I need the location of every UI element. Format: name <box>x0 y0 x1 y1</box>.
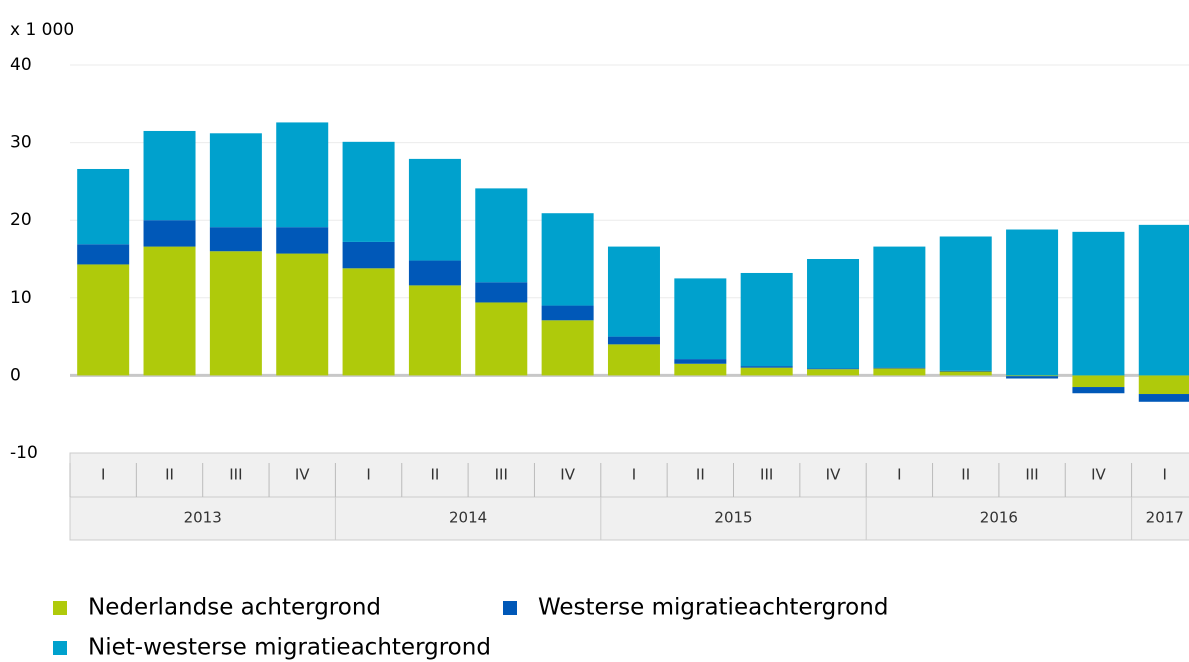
bar-segment <box>873 368 926 376</box>
bar-segment <box>342 268 395 376</box>
bar-segment <box>143 130 196 221</box>
x-tick-label: IV <box>1091 466 1106 484</box>
bar-segment <box>143 246 196 376</box>
bar-segment <box>276 122 329 228</box>
x-tick-label: II <box>165 466 174 484</box>
legend-label: Niet-westerse migratieachtergrond <box>88 635 491 661</box>
x-tick-label: II <box>961 466 970 484</box>
bar-segment <box>1072 375 1125 388</box>
bar-segment <box>807 369 860 376</box>
y-tick-label: 0 <box>10 365 21 385</box>
bar-segment <box>740 366 793 368</box>
bar-segment <box>475 188 528 283</box>
x-tick-label: III <box>760 466 773 484</box>
bar-segment <box>939 370 992 372</box>
y-tick-label: 40 <box>10 55 32 75</box>
x-tick-label: III <box>1025 466 1038 484</box>
x-group-label: 2013 <box>184 509 222 527</box>
bar-segment <box>607 336 660 345</box>
legend-swatch <box>503 601 517 615</box>
bar-segment <box>1138 375 1189 395</box>
bar-segment <box>1072 231 1125 376</box>
bar-segment <box>475 302 528 376</box>
bar-segment <box>541 213 594 306</box>
bar-segment <box>873 367 926 369</box>
bar-segment <box>276 227 329 254</box>
bar-segment <box>342 141 395 242</box>
bar-segment <box>408 158 461 261</box>
bar-segment <box>209 251 262 376</box>
bar-segment <box>1138 224 1189 376</box>
bar-segment <box>408 285 461 376</box>
bar-segment <box>740 272 793 367</box>
bar-segment <box>740 367 793 376</box>
bar-segment <box>939 371 992 376</box>
x-tick-label: I <box>897 466 901 484</box>
x-group-label: 2017 <box>1146 509 1184 527</box>
bar-segment <box>475 282 528 303</box>
x-tick-label: II <box>430 466 439 484</box>
bar-segment <box>873 246 926 368</box>
bar-segment <box>807 259 860 369</box>
bar-segment <box>1006 229 1059 376</box>
bar-segment <box>276 253 329 376</box>
bar-segment <box>807 368 860 370</box>
x-group-label: 2016 <box>980 509 1018 527</box>
x-tick-label: I <box>1163 466 1167 484</box>
bar-segment <box>1006 376 1059 379</box>
x-tick-label: IV <box>560 466 575 484</box>
bar-segment <box>674 359 727 364</box>
bar-segment <box>77 168 130 245</box>
bar-segment <box>143 220 196 247</box>
bar-segment <box>209 227 262 252</box>
bar-segment <box>674 278 727 360</box>
x-tick-label: I <box>366 466 370 484</box>
unit-label: x 1 000 <box>10 20 74 40</box>
x-group-label: 2014 <box>449 509 487 527</box>
x-group-label: 2015 <box>714 509 752 527</box>
bar-segment <box>607 246 660 337</box>
y-tick-label: 20 <box>10 210 32 230</box>
x-tick-label: III <box>229 466 242 484</box>
x-tick-label: I <box>101 466 105 484</box>
bar-segment <box>541 320 594 376</box>
bar-segment <box>607 344 660 376</box>
bar-segment <box>77 264 130 376</box>
legend-label: Westerse migratieachtergrond <box>538 595 888 621</box>
legend-label: Nederlandse achtergrond <box>88 595 381 621</box>
y-tick-label: 10 <box>10 288 32 308</box>
x-tick-label: III <box>495 466 508 484</box>
bar-segment <box>342 241 395 269</box>
bar-segment <box>408 260 461 286</box>
y-tick-label: 30 <box>10 133 32 153</box>
x-tick-label: II <box>696 466 705 484</box>
bar-segment <box>209 133 262 228</box>
bar-segment <box>541 305 594 321</box>
bar-segment <box>1072 387 1125 394</box>
legend-swatch <box>53 601 67 615</box>
bar-segment <box>77 244 130 265</box>
x-tick-label: I <box>632 466 636 484</box>
bar-segment <box>674 363 727 376</box>
bar-segment <box>1138 394 1189 402</box>
legend-swatch <box>53 641 67 655</box>
x-tick-label: IV <box>826 466 841 484</box>
y-tick-label: -10 <box>10 443 38 463</box>
x-tick-label: IV <box>295 466 310 484</box>
bar-segment <box>1006 375 1059 377</box>
bar-segment <box>939 236 992 371</box>
